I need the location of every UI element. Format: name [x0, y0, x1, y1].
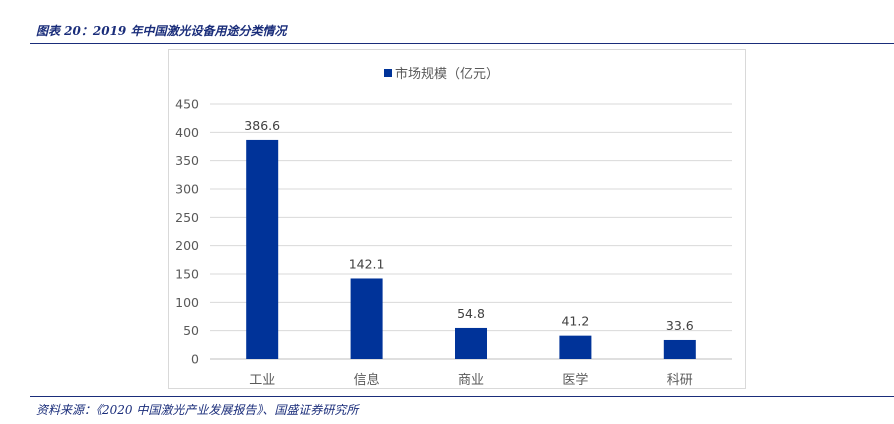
y-axis-ticks: 0 50 100 150 200 250 300 350 400 450: [175, 97, 199, 367]
y-tick-label: 50: [183, 323, 199, 338]
bar: [246, 139, 279, 359]
top-rule: [30, 43, 894, 44]
bar: [559, 335, 592, 359]
y-tick-label: 450: [175, 97, 199, 112]
y-tick-label: 250: [175, 210, 199, 225]
y-tick-label: 300: [175, 182, 199, 197]
x-category-label: 工业: [249, 373, 275, 388]
y-tick-label: 100: [175, 295, 199, 310]
x-category-label: 商业: [458, 373, 484, 388]
legend-label: 市场规模（亿元）: [395, 66, 499, 82]
bottom-rule: [30, 396, 894, 397]
figure-caption: 图表 20：2019 年中国激光设备用途分类情况: [36, 24, 287, 38]
bar: [455, 327, 487, 359]
y-tick-label: 150: [175, 267, 199, 282]
y-tick-label: 0: [191, 352, 199, 367]
chart-frame: [168, 49, 746, 389]
legend-swatch: [384, 69, 392, 77]
bar-data-label: 54.8: [457, 306, 485, 321]
bar-data-label: 33.6: [666, 318, 694, 333]
x-category-label: 医学: [562, 372, 588, 388]
y-tick-label: 350: [175, 153, 199, 168]
gridlines: [210, 103, 732, 360]
bar-data-label: 41.2: [561, 314, 589, 329]
y-tick-label: 200: [175, 238, 199, 253]
x-category-label: 信息: [354, 372, 380, 388]
bars: [246, 139, 696, 359]
y-tick-label: 400: [175, 125, 199, 140]
bar-data-label: 142.1: [349, 256, 385, 271]
bar: [663, 339, 696, 359]
data-labels: 386.6 142.1 54.8 41.2 33.6: [244, 118, 693, 333]
x-axis-categories: 工业 信息 商业 医学 科研: [249, 372, 693, 388]
legend: 市场规模（亿元）: [384, 66, 499, 82]
bar-data-label: 386.6: [244, 118, 280, 133]
x-category-label: 科研: [667, 373, 693, 388]
source-note: 资料来源：《2020 中国激光产业发展报告》、国盛证券研究所: [36, 403, 359, 417]
bar: [350, 278, 383, 359]
